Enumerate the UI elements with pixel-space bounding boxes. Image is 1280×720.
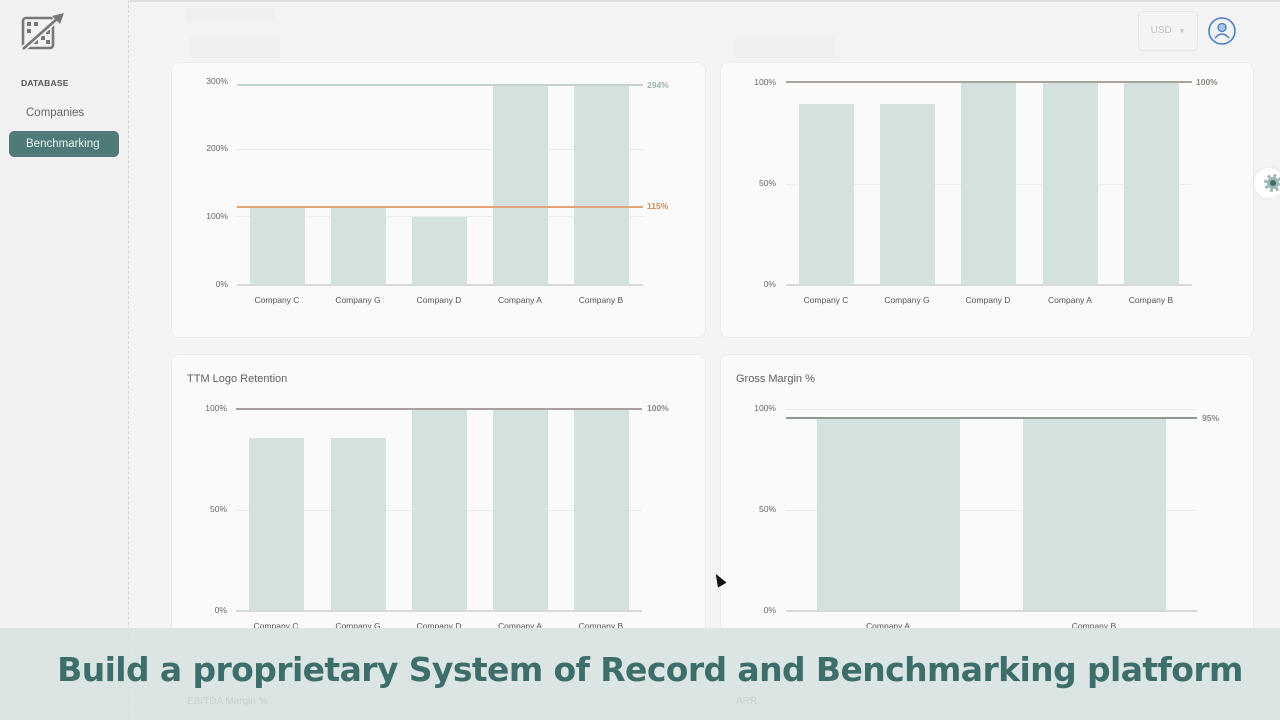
x-label: Company B (578, 621, 624, 631)
y-tick: 50% (758, 178, 776, 188)
faded-card-title-ebitda: EBITDA Margin % (187, 696, 268, 707)
reference-label: 100% (1196, 77, 1218, 87)
x-label: Company C (253, 621, 299, 631)
y-tick: 0% (214, 605, 227, 615)
faded-card-title-arr: ARR (736, 696, 758, 707)
reference-label: 294% (647, 80, 669, 90)
y-tick: 0% (763, 605, 776, 615)
x-label: Company B (578, 295, 624, 305)
x-label: Company B (1128, 295, 1174, 305)
bar-company-a[interactable] (817, 419, 960, 610)
caption-banner: EBITDA Margin % ARR Build a proprietary … (0, 628, 1280, 720)
user-avatar-icon[interactable] (1207, 16, 1237, 46)
bar-company-b[interactable] (574, 409, 629, 610)
reference-line-294 (237, 84, 643, 86)
bar-company-c[interactable] (799, 104, 854, 284)
bar-company-b[interactable] (1023, 419, 1166, 610)
y-tick: 300% (206, 76, 228, 86)
section-label-database: DATABASE (21, 78, 69, 88)
sidebar: DATABASE Companies Benchmarking (0, 0, 129, 720)
x-axis (237, 284, 643, 286)
x-axis (786, 284, 1192, 286)
banner-headline: Build a proprietary System of Record and… (57, 650, 1243, 689)
bar-company-g[interactable] (331, 438, 386, 610)
sidebar-item-benchmarking[interactable]: Benchmarking (9, 131, 119, 157)
bar-company-g[interactable] (880, 104, 935, 284)
y-tick: 50% (758, 504, 776, 514)
reference-label: 115% (647, 201, 669, 211)
x-label: Company A (1048, 295, 1092, 305)
gridline (237, 149, 643, 150)
x-label: Company D (416, 621, 462, 631)
logo-icon (21, 13, 64, 52)
y-tick: 100% (754, 77, 776, 87)
bar-company-g[interactable] (331, 207, 386, 284)
currency-select[interactable]: USD ▼ (1138, 11, 1198, 51)
x-axis (786, 610, 1197, 612)
reference-line-95 (786, 417, 1197, 419)
settings-button[interactable] (1254, 168, 1280, 198)
x-label: Company A (498, 295, 542, 305)
faded-title (190, 36, 280, 58)
bar-company-a[interactable] (493, 409, 548, 610)
chevron-down-icon: ▼ (1178, 28, 1186, 35)
x-label: Company D (965, 295, 1011, 305)
y-tick: 200% (206, 143, 228, 153)
bar-company-d[interactable] (412, 217, 467, 284)
x-label: Company C (254, 295, 300, 305)
x-label: Company G (335, 295, 381, 305)
x-label: Company B (1071, 621, 1117, 631)
reference-line-100 (786, 81, 1192, 83)
currency-value: USD (1150, 25, 1172, 36)
bar-company-d[interactable] (412, 409, 467, 610)
y-tick: 0% (763, 279, 776, 289)
bar-company-a[interactable] (1043, 82, 1098, 284)
top-bar (130, 0, 1280, 62)
x-label: Company D (416, 295, 462, 305)
gridline (237, 216, 643, 217)
faded-title-right (735, 36, 835, 58)
x-label: Company G (884, 295, 930, 305)
y-tick: 0% (215, 279, 228, 289)
y-tick: 100% (754, 403, 776, 413)
gear-icon (1264, 174, 1280, 192)
x-label: Company A (866, 621, 910, 631)
x-label: Company C (803, 295, 849, 305)
x-label: Company A (498, 621, 542, 631)
gridline (786, 409, 1197, 410)
reference-label: 95% (1202, 413, 1220, 423)
bar-company-a[interactable] (493, 85, 548, 284)
chart-title: Gross Margin % (736, 373, 815, 385)
bar-company-b[interactable] (574, 85, 629, 284)
x-label: Company G (335, 621, 381, 631)
y-tick: 50% (209, 504, 227, 514)
chart-title: TTM Logo Retention (187, 373, 288, 385)
reference-line-100 (236, 408, 642, 410)
x-axis (236, 610, 642, 612)
bar-company-c[interactable] (249, 438, 304, 610)
chart-card-gross-margin: Gross Margin % (720, 354, 1254, 654)
bar-company-d[interactable] (961, 82, 1016, 284)
faded-breadcrumb (185, 8, 275, 20)
y-tick: 100% (206, 211, 228, 221)
y-tick: 100% (205, 403, 227, 413)
reference-label: 100% (647, 403, 669, 413)
bar-company-b[interactable] (1124, 82, 1179, 284)
reference-line-115 (237, 206, 643, 208)
sidebar-item-companies[interactable]: Companies (26, 107, 85, 119)
bar-company-c[interactable] (250, 207, 305, 284)
gridline (786, 510, 1197, 511)
